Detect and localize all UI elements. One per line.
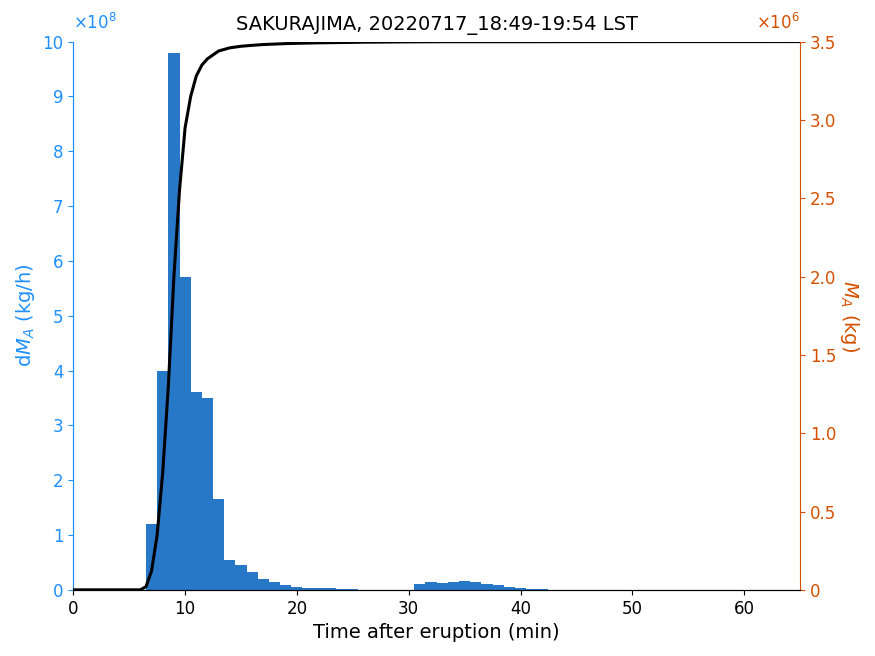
Bar xyxy=(258,579,269,590)
Bar xyxy=(269,582,280,590)
Bar xyxy=(213,499,224,590)
Bar xyxy=(235,565,247,590)
Bar xyxy=(414,584,425,590)
Bar xyxy=(202,398,213,590)
Bar xyxy=(493,585,504,590)
Bar xyxy=(459,581,470,590)
Bar xyxy=(191,392,202,590)
X-axis label: Time after eruption (min): Time after eruption (min) xyxy=(313,623,560,642)
Bar xyxy=(514,588,526,590)
Bar xyxy=(168,52,179,590)
Text: $\times10^6$: $\times10^6$ xyxy=(756,13,800,33)
Bar xyxy=(481,584,493,590)
Bar xyxy=(247,572,258,590)
Bar xyxy=(179,277,191,590)
Y-axis label: $M_A\ \mathrm{(kg)}$: $M_A\ \mathrm{(kg)}$ xyxy=(838,279,861,352)
Y-axis label: $\mathrm{d}M_A\ \mathrm{(kg/h)}$: $\mathrm{d}M_A\ \mathrm{(kg/h)}$ xyxy=(14,264,37,367)
Bar xyxy=(470,582,481,590)
Bar xyxy=(158,371,168,590)
Bar xyxy=(448,582,459,590)
Bar xyxy=(425,582,437,590)
Bar xyxy=(437,583,448,590)
Title: SAKURAJIMA, 20220717_18:49-19:54 LST: SAKURAJIMA, 20220717_18:49-19:54 LST xyxy=(235,16,638,35)
Bar xyxy=(280,585,291,590)
Bar xyxy=(325,588,336,590)
Text: $\times10^8$: $\times10^8$ xyxy=(74,13,117,33)
Bar xyxy=(313,588,325,590)
Bar xyxy=(291,586,303,590)
Bar xyxy=(336,589,347,590)
Bar xyxy=(303,588,313,590)
Bar xyxy=(526,588,537,590)
Bar xyxy=(146,524,158,590)
Bar xyxy=(504,587,514,590)
Bar xyxy=(224,560,235,590)
